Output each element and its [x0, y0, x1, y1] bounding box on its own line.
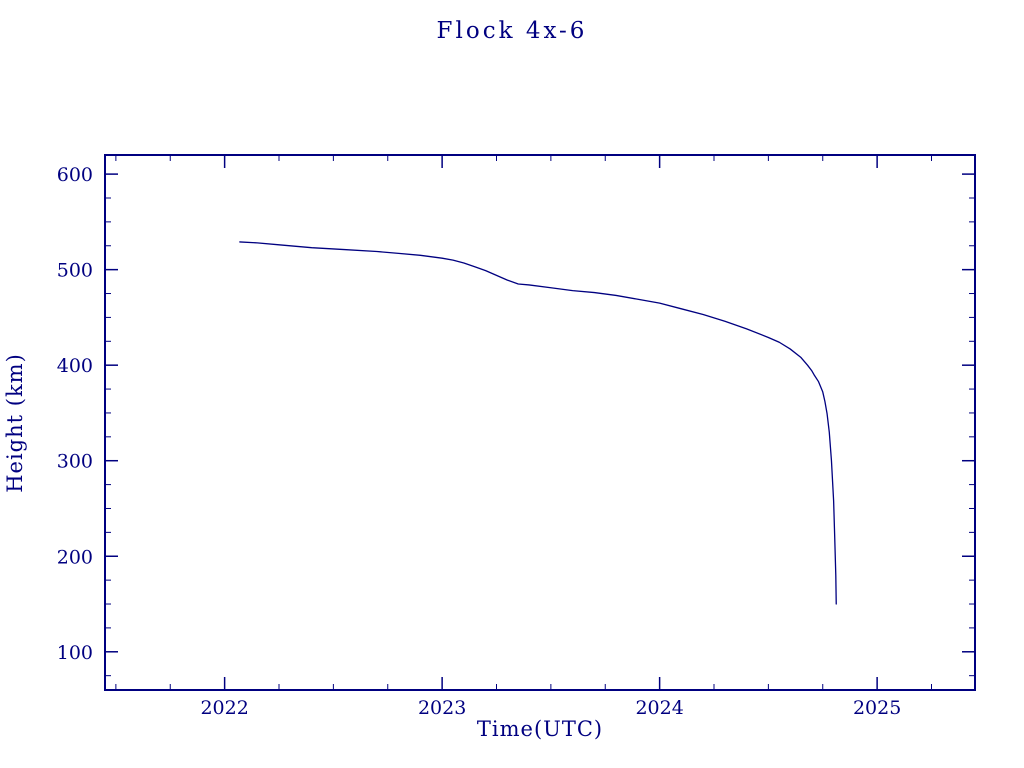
x-axis-label: Time(UTC) — [477, 717, 603, 741]
height-series-line — [239, 241, 837, 605]
x-tick-label: 2022 — [200, 697, 248, 719]
y-tick-label: 400 — [57, 355, 93, 377]
y-tick-label: 100 — [57, 642, 93, 664]
x-tick-label: 2025 — [853, 697, 901, 719]
plot-frame — [104, 154, 976, 691]
y-tick-label: 300 — [57, 451, 93, 473]
chart-title: Flock 4x-6 — [437, 18, 588, 44]
y-tick-label: 200 — [57, 546, 93, 568]
y-tick-label: 600 — [57, 164, 93, 186]
x-tick-label: 2024 — [635, 697, 683, 719]
x-tick-label: 2023 — [418, 697, 466, 719]
plot-area: 2022 2023 2024 2025 100 200 300 400 500 600 — [57, 154, 976, 719]
y-tick-label: 500 — [57, 260, 93, 282]
y-axis-label: Height (km) — [3, 353, 27, 493]
